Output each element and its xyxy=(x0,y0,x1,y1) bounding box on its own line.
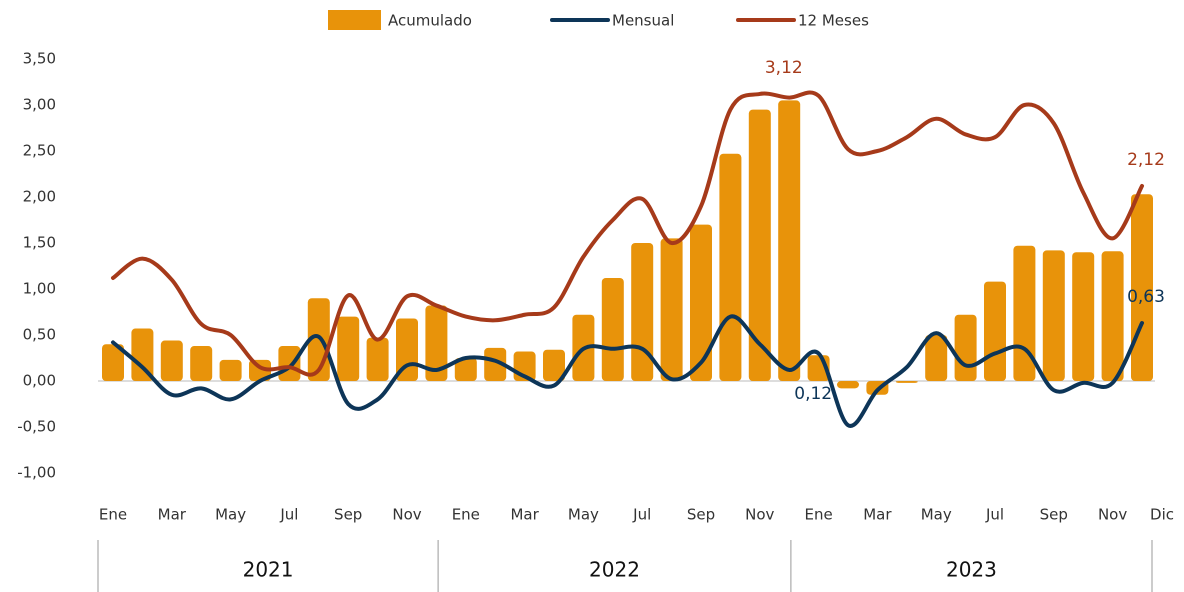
y-tick-label: 2,00 xyxy=(23,188,56,206)
y-tick-label: -0,50 xyxy=(17,418,56,436)
legend-label: 12 Meses xyxy=(798,12,869,30)
y-tick-label: 0,50 xyxy=(23,326,56,344)
bar xyxy=(925,335,948,381)
x-tick-label: Nov xyxy=(745,506,774,524)
bar xyxy=(190,346,213,381)
y-tick-label: 0,00 xyxy=(23,372,56,390)
x-tick-label: Jul xyxy=(632,506,651,524)
year-label: 2023 xyxy=(946,558,997,582)
y-tick-label: 2,50 xyxy=(23,142,56,160)
x-tick-label: Sep xyxy=(687,506,715,524)
x-tick-label: Jul xyxy=(279,506,298,524)
x-tick-label: Nov xyxy=(1098,506,1127,524)
x-tick-label: May xyxy=(921,506,952,524)
bar xyxy=(278,346,301,381)
bar xyxy=(1042,250,1065,381)
bar xyxy=(366,337,389,381)
x-tick-label: Mar xyxy=(510,506,539,524)
data-label: 2,12 xyxy=(1127,150,1165,170)
x-tick-label: Nov xyxy=(392,506,421,524)
y-tick-label: 3,50 xyxy=(23,50,56,68)
legend-label: Mensual xyxy=(612,12,674,30)
bar xyxy=(484,347,507,381)
bar xyxy=(837,381,859,389)
bar xyxy=(1072,252,1095,381)
legend-swatch xyxy=(328,10,381,30)
bar xyxy=(543,349,565,381)
bar xyxy=(454,358,477,381)
x-tick-label: Ene xyxy=(804,506,832,524)
y-tick-label: 1,00 xyxy=(23,280,56,298)
bar xyxy=(425,305,448,381)
bar xyxy=(631,243,654,381)
x-tick-label: Mar xyxy=(863,506,892,524)
x-tick-label: May xyxy=(215,506,246,524)
bar xyxy=(895,381,918,383)
data-label: 0,63 xyxy=(1127,287,1165,307)
data-label: 0,12 xyxy=(794,384,832,404)
x-tick-label: Sep xyxy=(334,506,362,524)
bar xyxy=(102,344,124,381)
x-tick-label: Jul xyxy=(985,506,1004,524)
x-tick-label: Mar xyxy=(158,506,187,524)
x-tick-label: Sep xyxy=(1040,506,1068,524)
data-label: 3,12 xyxy=(765,58,803,78)
bar xyxy=(778,100,801,382)
line xyxy=(111,90,1144,377)
legend-label: Acumulado xyxy=(388,12,472,30)
year-label: 2021 xyxy=(243,558,294,582)
bar xyxy=(601,277,624,381)
y-tick-label: 3,00 xyxy=(23,96,56,114)
bar xyxy=(131,328,154,381)
bar xyxy=(690,224,712,381)
x-tick-label: Dic xyxy=(1150,506,1174,524)
bar xyxy=(160,340,183,381)
x-tick-label: May xyxy=(568,506,599,524)
y-tick-label: 1,50 xyxy=(23,234,56,252)
bar xyxy=(719,153,742,381)
bar xyxy=(337,316,360,381)
bar xyxy=(954,314,977,381)
year-label: 2022 xyxy=(589,558,640,582)
bar xyxy=(984,281,1006,381)
bar xyxy=(1101,251,1124,381)
y-tick-label: -1,00 xyxy=(17,464,56,482)
bar xyxy=(219,359,242,381)
x-tick-label: Ene xyxy=(452,506,480,524)
bar xyxy=(748,109,771,381)
x-tick-label: Ene xyxy=(99,506,127,524)
bar xyxy=(660,238,683,381)
